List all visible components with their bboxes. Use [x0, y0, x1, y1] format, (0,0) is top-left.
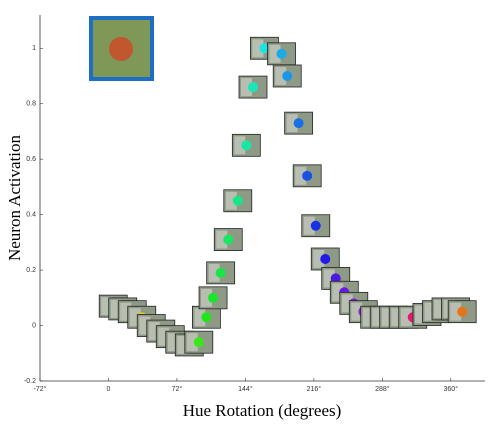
- ball: [310, 220, 321, 231]
- ball: [282, 71, 293, 81]
- ball: [259, 43, 270, 54]
- y-tick-label: 0.6: [26, 156, 36, 163]
- thumbnail-shade: [434, 299, 446, 318]
- x-tick-label: 216°: [307, 385, 322, 393]
- ball: [223, 234, 234, 245]
- thumbnail-shade: [177, 335, 189, 354]
- thumbnail-shade: [372, 308, 384, 327]
- x-tick-label: 0: [107, 386, 111, 393]
- ball: [320, 254, 331, 264]
- thumbnail-shade: [225, 191, 237, 210]
- thumbnail-shade: [391, 308, 403, 327]
- y-tick-label: 0.2: [26, 267, 36, 274]
- thumbnail-shade: [313, 250, 325, 268]
- image-point: [292, 164, 322, 188]
- thumbnail-shade: [303, 216, 315, 235]
- thumbnail-shade: [110, 299, 122, 318]
- image-point: [447, 300, 477, 324]
- image-point: [231, 133, 261, 157]
- ball: [201, 312, 212, 323]
- thumbnail-shade: [362, 308, 374, 327]
- ball: [457, 306, 468, 317]
- thumbnail-shade: [424, 302, 436, 321]
- thumbnail-shade: [101, 297, 113, 316]
- ball: [302, 170, 313, 181]
- thumbnail-shade: [381, 308, 393, 327]
- thumbnail-shade: [286, 114, 298, 133]
- thumbnail-shade: [323, 269, 335, 288]
- y-tick-label: 0.8: [26, 101, 36, 108]
- image-point: [310, 247, 340, 271]
- thumbnail-shade: [120, 302, 132, 321]
- image-point: [284, 111, 314, 135]
- thumbnail-shade: [414, 305, 426, 324]
- thumbnail-shade: [194, 308, 206, 327]
- thumbnail-shade: [216, 230, 228, 249]
- thumbnail-shade: [129, 308, 141, 327]
- image-point: [238, 75, 268, 99]
- image-point: [206, 261, 236, 285]
- y-tick-label: 1: [32, 45, 36, 52]
- y-axis-label: Neuron Activation: [5, 134, 24, 261]
- thumbnail-shade: [148, 322, 160, 341]
- ball: [276, 48, 287, 59]
- ball: [232, 195, 243, 206]
- image-point: [272, 64, 302, 88]
- image-point: [184, 330, 214, 354]
- thumbnail-shade: [275, 67, 287, 85]
- image-point: [301, 214, 331, 238]
- x-tick-label: 288°: [375, 385, 390, 393]
- thumbnail-shade: [341, 294, 353, 313]
- ball: [293, 118, 304, 129]
- y-tick-label: -0.2: [24, 378, 36, 385]
- thumbnail-shade: [208, 263, 220, 282]
- thumbnail-shade: [252, 39, 264, 58]
- x-tick-label: 360°: [444, 385, 459, 393]
- thumbnail-shade: [139, 316, 151, 335]
- image-point: [191, 305, 221, 329]
- thumbnail-shade: [186, 333, 198, 352]
- image-point: [213, 228, 243, 251]
- image-point: [198, 286, 228, 310]
- ball: [215, 267, 226, 278]
- y-tick-label: 0: [32, 322, 36, 329]
- thumbnail-shade: [450, 302, 462, 321]
- x-tick-label: 72°: [172, 385, 183, 393]
- ball: [208, 292, 219, 303]
- y-tick-label: 0.4: [26, 211, 36, 218]
- x-axis-label: Hue Rotation (degrees): [183, 401, 342, 420]
- thumbnail-shade: [158, 327, 170, 346]
- thumbnail-shade: [269, 44, 281, 63]
- x-tick-label: -72°: [34, 385, 47, 393]
- x-tick-label: 144°: [238, 385, 253, 393]
- image-point: [223, 189, 253, 213]
- thumbnail-shade: [351, 302, 363, 321]
- ball: [193, 337, 204, 348]
- thumbnail-shade: [332, 283, 344, 302]
- thumbnail-shade: [295, 166, 307, 185]
- thumbnail-shade: [201, 288, 213, 307]
- thumbnail-shade: [400, 308, 412, 327]
- thumbnail-shade: [234, 136, 246, 155]
- image-point: [267, 42, 296, 66]
- original-image: [89, 16, 154, 81]
- ball: [247, 82, 258, 93]
- thumbnail-shade: [167, 333, 179, 352]
- thumbnail-shade: [240, 78, 252, 97]
- ball: [241, 140, 252, 151]
